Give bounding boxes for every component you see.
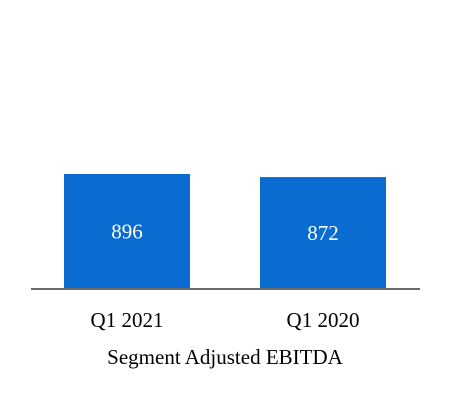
bar-value-label: 872 [307,221,339,245]
bar-q1-2021 [64,174,190,289]
bar-labels-group: 896 872 [111,220,339,246]
x-axis-title: Segment Adjusted EBITDA [107,345,343,369]
x-tick-label: Q1 2020 [287,308,360,332]
x-tick-label: Q1 2021 [91,308,164,332]
bar-q1-2020 [260,177,386,289]
x-tick-labels-group: Q1 2021 Q1 2020 [91,308,360,332]
bar-value-label: 896 [111,220,143,244]
bars-group [64,174,386,289]
